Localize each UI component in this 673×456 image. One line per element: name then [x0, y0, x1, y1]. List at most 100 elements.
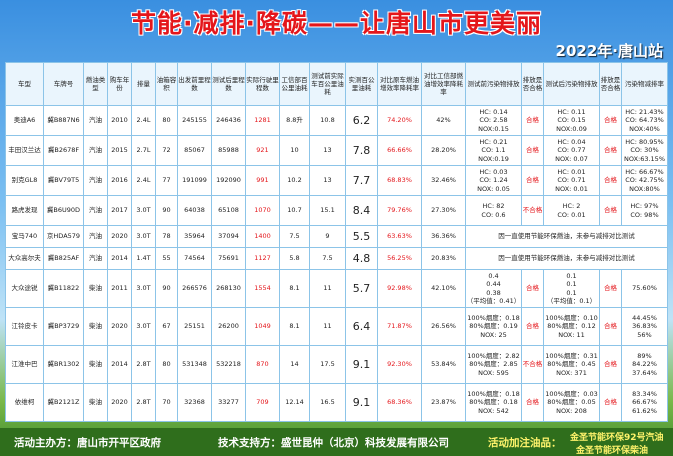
cell: 42% [421, 105, 466, 136]
cell-text: 丰田汉兰达 [8, 146, 41, 155]
cell: 0.4 0.44 0.38 （平均值：0.41） [465, 269, 522, 308]
cell-line: NOX: 371 [556, 368, 587, 377]
column-header: 实际行驶里程数 [245, 62, 280, 106]
cell-text: 3.0T [136, 232, 151, 241]
cell-line: NOX: 542 [478, 406, 509, 415]
cell: 2016 [107, 165, 132, 196]
table-row: 别克GL8 冀BV79T5 汽油 2016 2.4L 77 191099 192090 991 1… [5, 165, 668, 196]
cell: 33277 [211, 383, 246, 422]
cell-text: 1127 [254, 254, 271, 263]
cell: 2.4L [131, 165, 156, 196]
cell-text: 大众途锐 [11, 284, 38, 293]
cell: 柴油 [83, 345, 108, 384]
column-header: 测试后里程数 [211, 62, 246, 106]
cell-text: 7.5 [289, 232, 300, 241]
cell: 246436 [211, 105, 246, 136]
cell-line: 0.44 [486, 280, 501, 289]
cell: 10.7 [279, 195, 310, 226]
cell: 合格 [599, 345, 622, 384]
cell-text: 70 [162, 398, 171, 407]
cell: 9.1 [345, 345, 378, 384]
cell: 2020 [107, 225, 132, 248]
cell: 别克GL8 [5, 165, 44, 196]
cell-line: 36.83% [632, 322, 657, 331]
cell: 74564 [177, 247, 212, 270]
cell-line: 80%烟度：0.18 [469, 398, 518, 407]
cell: 江淮中巴 [5, 345, 44, 384]
cell-line: 100%烟度：0.18 [467, 314, 520, 323]
cell: 75691 [211, 247, 246, 270]
cell-text: 10 [290, 146, 299, 155]
cell-text: 合格 [604, 360, 617, 369]
cell-text: 3.0T [136, 284, 151, 293]
cell: 531348 [177, 345, 212, 384]
cell-line: CO: 64.73% [625, 116, 664, 125]
cell: 合格 [521, 269, 544, 308]
cell: 3.0T [131, 269, 156, 308]
cell: 268130 [211, 269, 246, 308]
cell-line: 80%烟度：2.85 [469, 360, 518, 369]
cell: 柴油 [83, 307, 108, 346]
cell: 25151 [177, 307, 212, 346]
cell-text: 78 [162, 232, 171, 241]
cell: 2.8T [131, 383, 156, 422]
cell-line: HC: 0.21 [479, 138, 508, 147]
cell: HC: 82 CO: 0.6 [465, 195, 522, 226]
cell: HC: 66.67% CO: 42.75% NOX:80% [621, 165, 668, 196]
cell: 100%烟度：0.31 80%烟度：0.45 NOX: 371 [543, 345, 600, 384]
cell-line: CO: 30% [630, 146, 659, 155]
cell-line: 84.22% [632, 360, 657, 369]
cell: 83.34% 66.67% 61.62% [621, 383, 668, 422]
cell-text: 192090 [216, 176, 241, 185]
cell-line: HC: 66.67% [625, 168, 664, 177]
cell: 3.0T [131, 195, 156, 226]
cell-line: NOX: 0.01 [555, 184, 588, 193]
cell-line: CO: 1.24 [479, 176, 508, 185]
cell: 2.8T [131, 345, 156, 384]
cell: 16.5 [309, 383, 346, 422]
cell: 55 [155, 247, 178, 270]
cell: 532218 [211, 345, 246, 384]
cell: 68.83% [377, 165, 422, 196]
cell-text: 冀BR1302 [47, 360, 80, 369]
cell-text: 合格 [604, 146, 617, 155]
cell-text: 20.83% [431, 254, 456, 263]
cell-text: 55 [162, 254, 171, 263]
cell-line: 89% [637, 352, 652, 361]
cell: 冀BR1302 [43, 345, 84, 384]
cell-text: 江淮中巴 [11, 360, 38, 369]
table-row: 江铃皮卡 冀BP3729 柴油 2020 3.0T 67 25151 26200 1049 8.1… [5, 307, 668, 346]
cell-line: NOX:0.15 [478, 124, 509, 133]
header-text: 实测百公里油耗 [348, 75, 375, 92]
cell: 2015 [107, 135, 132, 166]
cell: 11 [309, 307, 346, 346]
cell-text: 合格 [526, 176, 539, 185]
cell-text: 因一直使用节能环保燃油，未参与减排对比测试 [498, 232, 635, 241]
cell: 冀B2678F [43, 135, 84, 166]
header-row: 车型 车牌号 燃油类型 购车年份 排量 油箱容积 出发前里程数 测试后里程数 实际行驶里程数 工信… [5, 62, 668, 106]
cell: 大众高尔夫 [5, 247, 44, 270]
cell-text: 柴油 [89, 284, 102, 293]
cell-text: 1554 [254, 284, 271, 293]
cell-text: 合格 [526, 322, 539, 331]
cell: 9.1 [345, 383, 378, 422]
cell: 85067 [177, 135, 212, 166]
cell-text: 1.4T [136, 254, 151, 263]
cell: 冀B887N6 [43, 105, 84, 136]
cell-text: 2.8T [136, 360, 151, 369]
cell-text: 9 [325, 232, 330, 241]
cell: 13 [309, 135, 346, 166]
cell-text: 66.66% [387, 146, 412, 155]
cell: 合格 [599, 307, 622, 346]
cell: 1.4T [131, 247, 156, 270]
cell: 100%烟度：0.18 80%烟度：0.18 NOX: 542 [465, 383, 522, 422]
cell: 8.1 [279, 269, 310, 308]
cell: 合格 [599, 383, 622, 422]
cell-text: 7.7 [352, 173, 371, 187]
cell: 1127 [245, 247, 280, 270]
cell: 64038 [177, 195, 212, 226]
cell-text: 8.1 [289, 322, 300, 331]
cell-line: （平均值：0.1） [546, 296, 597, 305]
cell-line: NOX:0.19 [478, 154, 509, 163]
cell: 汽油 [83, 165, 108, 196]
